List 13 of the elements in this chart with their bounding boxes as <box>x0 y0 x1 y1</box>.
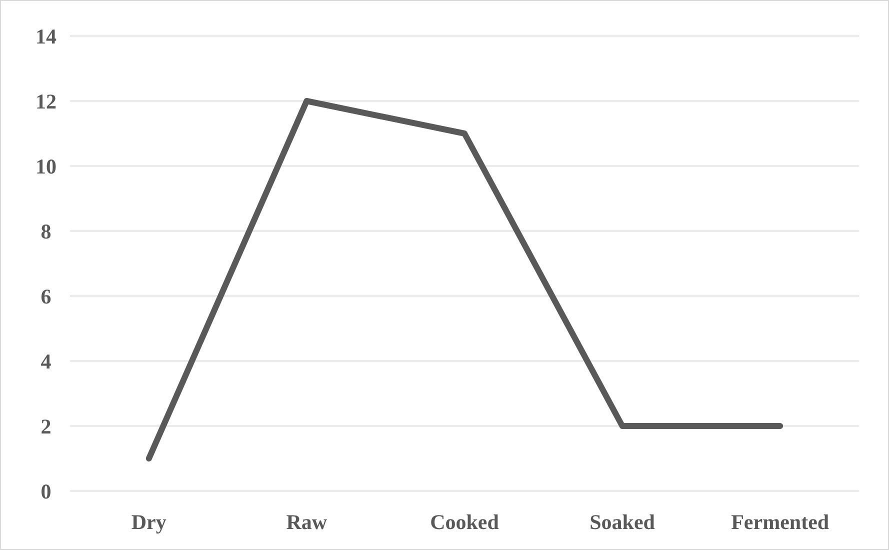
y-tick-label: 8 <box>40 219 52 244</box>
x-tick-label: Fermented <box>731 510 830 534</box>
x-tick-label: Raw <box>286 510 328 534</box>
x-tick-label: Dry <box>131 510 167 534</box>
y-tick-label: 10 <box>36 154 56 178</box>
y-tick-label: 2 <box>40 414 52 438</box>
y-tick-label: 4 <box>40 349 52 374</box>
y-tick-label: 6 <box>40 284 52 308</box>
y-tick-label: 12 <box>36 89 56 114</box>
x-tick-label: Soaked <box>590 510 656 534</box>
y-tick-label: 14 <box>36 24 57 48</box>
x-tick-label: Cooked <box>430 510 500 534</box>
y-tick-label: 0 <box>40 479 52 504</box>
